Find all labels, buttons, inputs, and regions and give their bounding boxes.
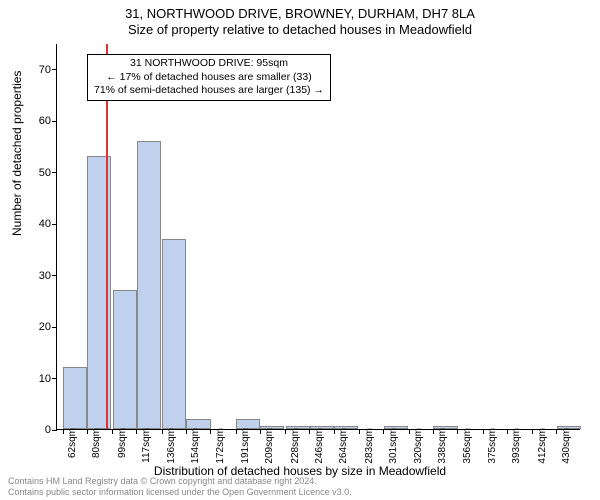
plot-wrap: 01020304050607062sqm80sqm99sqm117sqm136s…: [56, 44, 580, 430]
marker-line: [106, 44, 108, 429]
y-tick-label: 60: [21, 115, 51, 127]
x-tick-label: 62sqm: [67, 428, 78, 458]
x-tick: [409, 429, 410, 434]
x-tick: [532, 429, 533, 434]
x-tick-label: 209sqm: [264, 428, 275, 464]
x-tick-label: 283sqm: [364, 428, 375, 464]
y-tick: [52, 275, 57, 276]
histogram-bar: [113, 290, 137, 429]
x-tick: [507, 429, 508, 434]
y-tick-label: 40: [21, 218, 51, 230]
x-tick-label: 172sqm: [215, 428, 226, 464]
y-tick-label: 70: [21, 64, 51, 76]
x-tick-label: 191sqm: [240, 428, 251, 464]
x-tick: [260, 429, 261, 434]
x-tick: [186, 429, 187, 434]
x-tick: [359, 429, 360, 434]
y-tick: [52, 224, 57, 225]
x-tick-label: 80sqm: [91, 428, 102, 458]
x-tick: [556, 429, 557, 434]
x-tick-label: 338sqm: [437, 428, 448, 464]
x-tick: [136, 429, 137, 434]
y-tick: [52, 121, 57, 122]
x-tick: [112, 429, 113, 434]
x-tick-label: 412sqm: [537, 428, 548, 464]
y-axis-title: Number of detached properties: [10, 71, 24, 236]
x-tick-label: 393sqm: [511, 428, 522, 464]
y-tick: [52, 327, 57, 328]
x-tick-label: 301sqm: [388, 428, 399, 464]
annotation-line1: 31 NORTHWOOD DRIVE: 95sqm: [94, 57, 324, 71]
x-tick: [285, 429, 286, 434]
chart-container: 31, NORTHWOOD DRIVE, BROWNEY, DURHAM, DH…: [0, 0, 600, 500]
x-tick: [87, 429, 88, 434]
y-tick: [52, 69, 57, 70]
x-tick: [383, 429, 384, 434]
x-tick-label: 117sqm: [141, 428, 152, 463]
x-tick-label: 320sqm: [413, 428, 424, 464]
x-tick-label: 246sqm: [314, 428, 325, 464]
x-tick-label: 99sqm: [117, 428, 128, 458]
footer-line1: Contains HM Land Registry data © Crown c…: [8, 476, 352, 487]
y-tick-label: 10: [21, 373, 51, 385]
histogram-bar: [137, 141, 161, 429]
x-tick-label: 375sqm: [487, 428, 498, 464]
y-tick-label: 0: [21, 424, 51, 436]
histogram-bar: [162, 239, 186, 429]
annotation-line3: 71% of semi-detached houses are larger (…: [94, 84, 324, 98]
title-line2: Size of property relative to detached ho…: [0, 22, 600, 38]
x-tick: [309, 429, 310, 434]
annotation-box: 31 NORTHWOOD DRIVE: 95sqm← 17% of detach…: [87, 54, 331, 101]
y-tick-label: 50: [21, 167, 51, 179]
x-tick: [457, 429, 458, 434]
plot-area: 01020304050607062sqm80sqm99sqm117sqm136s…: [56, 44, 580, 430]
x-tick-label: 136sqm: [166, 428, 177, 464]
x-tick: [162, 429, 163, 434]
y-tick-label: 30: [21, 270, 51, 282]
x-tick-label: 228sqm: [290, 428, 301, 464]
y-tick: [52, 172, 57, 173]
x-tick: [433, 429, 434, 434]
x-tick-label: 430sqm: [561, 428, 572, 464]
x-tick-label: 264sqm: [338, 428, 349, 464]
y-tick: [52, 430, 57, 431]
footer: Contains HM Land Registry data © Crown c…: [8, 476, 352, 498]
x-tick: [334, 429, 335, 434]
x-tick-label: 356sqm: [462, 428, 473, 464]
histogram-bar: [63, 367, 87, 429]
x-tick: [210, 429, 211, 434]
annotation-line2: ← 17% of detached houses are smaller (33…: [94, 71, 324, 85]
y-tick: [52, 378, 57, 379]
x-tick: [63, 429, 64, 434]
title-line1: 31, NORTHWOOD DRIVE, BROWNEY, DURHAM, DH…: [0, 0, 600, 22]
footer-line2: Contains public sector information licen…: [8, 487, 352, 498]
x-tick: [236, 429, 237, 434]
x-tick: [483, 429, 484, 434]
y-tick-label: 20: [21, 321, 51, 333]
x-tick-label: 154sqm: [190, 428, 201, 464]
